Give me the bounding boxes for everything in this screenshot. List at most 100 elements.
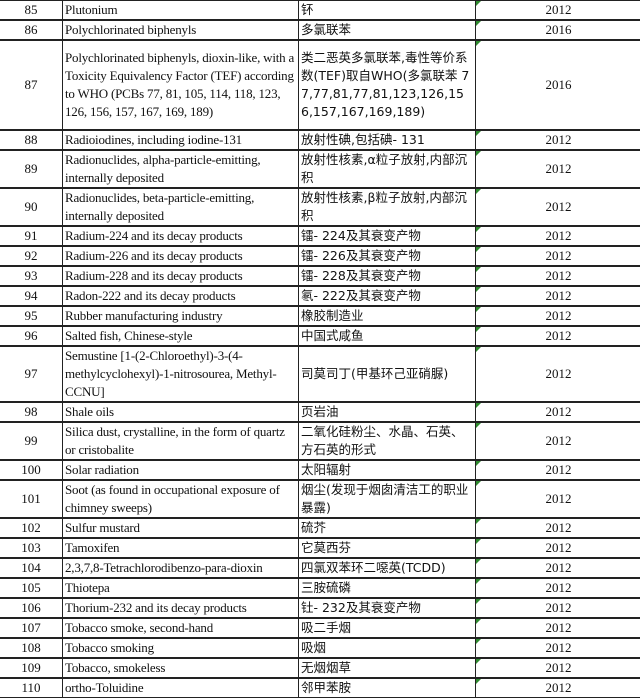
chinese-name-cell[interactable]: 吸二手烟 bbox=[299, 618, 476, 638]
english-name-cell[interactable]: Thorium-232 and its decay products bbox=[63, 598, 299, 618]
row-number-cell[interactable]: 96 bbox=[0, 326, 63, 346]
english-name-cell[interactable]: Radionuclides, beta-particle-emitting, i… bbox=[63, 188, 299, 226]
year-cell[interactable]: 2012 bbox=[476, 326, 640, 346]
chinese-name-cell[interactable]: 橡胶制造业 bbox=[299, 306, 476, 326]
chinese-name-cell[interactable]: 镭- 224及其衰变产物 bbox=[299, 226, 476, 246]
row-number-cell[interactable]: 85 bbox=[0, 0, 63, 20]
row-number-cell[interactable]: 95 bbox=[0, 306, 63, 326]
chinese-name-cell[interactable]: 烟尘(发现于烟囱清洁工的职业暴露) bbox=[299, 480, 476, 518]
chinese-name-cell[interactable]: 二氧化硅粉尘、水晶、石英、方石英的形式 bbox=[299, 422, 476, 460]
chinese-name-cell[interactable]: 中国式咸鱼 bbox=[299, 326, 476, 346]
year-cell[interactable]: 2016 bbox=[476, 20, 640, 40]
row-number-cell[interactable]: 110 bbox=[0, 678, 63, 698]
english-name-cell[interactable]: Thiotepa bbox=[63, 578, 299, 598]
chinese-name-cell[interactable]: 太阳辐射 bbox=[299, 460, 476, 480]
year-cell[interactable]: 2012 bbox=[476, 538, 640, 558]
year-cell[interactable]: 2012 bbox=[476, 246, 640, 266]
row-number-cell[interactable]: 104 bbox=[0, 558, 63, 578]
english-name-cell[interactable]: ortho-Toluidine bbox=[63, 678, 299, 698]
english-name-cell[interactable]: Shale oils bbox=[63, 402, 299, 422]
chinese-name-cell[interactable]: 三胺硫磷 bbox=[299, 578, 476, 598]
year-cell[interactable]: 2012 bbox=[476, 130, 640, 150]
english-name-cell[interactable]: Tobacco, smokeless bbox=[63, 658, 299, 678]
row-number-cell[interactable]: 109 bbox=[0, 658, 63, 678]
year-cell[interactable]: 2012 bbox=[476, 460, 640, 480]
english-name-cell[interactable]: Rubber manufacturing industry bbox=[63, 306, 299, 326]
row-number-cell[interactable]: 91 bbox=[0, 226, 63, 246]
row-number-cell[interactable]: 93 bbox=[0, 266, 63, 286]
english-name-cell[interactable]: Polychlorinated biphenyls, dioxin-like, … bbox=[63, 40, 299, 130]
english-name-cell[interactable]: Polychlorinated biphenyls bbox=[63, 20, 299, 40]
row-number-cell[interactable]: 90 bbox=[0, 188, 63, 226]
row-number-cell[interactable]: 98 bbox=[0, 402, 63, 422]
row-number-cell[interactable]: 106 bbox=[0, 598, 63, 618]
english-name-cell[interactable]: Sulfur mustard bbox=[63, 518, 299, 538]
year-cell[interactable]: 2012 bbox=[476, 658, 640, 678]
year-cell[interactable]: 2012 bbox=[476, 618, 640, 638]
row-number-cell[interactable]: 86 bbox=[0, 20, 63, 40]
english-name-cell[interactable]: Radionuclides, alpha-particle-emitting, … bbox=[63, 150, 299, 188]
year-cell[interactable]: 2012 bbox=[476, 422, 640, 460]
row-number-cell[interactable]: 101 bbox=[0, 480, 63, 518]
english-name-cell[interactable]: Radium-224 and its decay products bbox=[63, 226, 299, 246]
chinese-name-cell[interactable]: 氡- 222及其衰变产物 bbox=[299, 286, 476, 306]
chinese-name-cell[interactable]: 四氯双苯环二噁英(TCDD) bbox=[299, 558, 476, 578]
row-number-cell[interactable]: 87 bbox=[0, 40, 63, 130]
chinese-name-cell[interactable]: 硫芥 bbox=[299, 518, 476, 538]
chinese-name-cell[interactable]: 页岩油 bbox=[299, 402, 476, 422]
chinese-name-cell[interactable]: 吸烟 bbox=[299, 638, 476, 658]
row-number-cell[interactable]: 100 bbox=[0, 460, 63, 480]
chinese-name-cell[interactable]: 放射性核素,α粒子放射,内部沉积 bbox=[299, 150, 476, 188]
english-name-cell[interactable]: Silica dust, crystalline, in the form of… bbox=[63, 422, 299, 460]
year-cell[interactable]: 2012 bbox=[476, 402, 640, 422]
english-name-cell[interactable]: 2,3,7,8-Tetrachlorodibenzo-para-dioxin bbox=[63, 558, 299, 578]
english-name-cell[interactable]: Plutonium bbox=[63, 0, 299, 20]
row-number-cell[interactable]: 88 bbox=[0, 130, 63, 150]
year-cell[interactable]: 2012 bbox=[476, 346, 640, 402]
chinese-name-cell[interactable]: 放射性核素,β粒子放射,内部沉积 bbox=[299, 188, 476, 226]
year-cell[interactable]: 2012 bbox=[476, 480, 640, 518]
row-number-cell[interactable]: 103 bbox=[0, 538, 63, 558]
year-cell[interactable]: 2012 bbox=[476, 150, 640, 188]
row-number-cell[interactable]: 105 bbox=[0, 578, 63, 598]
english-name-cell[interactable]: Solar radiation bbox=[63, 460, 299, 480]
row-number-cell[interactable]: 97 bbox=[0, 346, 63, 402]
english-name-cell[interactable]: Radium-228 and its decay products bbox=[63, 266, 299, 286]
chinese-name-cell[interactable]: 无烟烟草 bbox=[299, 658, 476, 678]
english-name-cell[interactable]: Radium-226 and its decay products bbox=[63, 246, 299, 266]
row-number-cell[interactable]: 99 bbox=[0, 422, 63, 460]
english-name-cell[interactable]: Radioiodines, including iodine-131 bbox=[63, 130, 299, 150]
row-number-cell[interactable]: 108 bbox=[0, 638, 63, 658]
english-name-cell[interactable]: Tamoxifen bbox=[63, 538, 299, 558]
row-number-cell[interactable]: 92 bbox=[0, 246, 63, 266]
year-cell[interactable]: 2012 bbox=[476, 678, 640, 698]
year-cell[interactable]: 2012 bbox=[476, 188, 640, 226]
english-name-cell[interactable]: Semustine [1-(2-Chloroethyl)-3-(4-methyl… bbox=[63, 346, 299, 402]
year-cell[interactable]: 2012 bbox=[476, 578, 640, 598]
year-cell[interactable]: 2012 bbox=[476, 226, 640, 246]
year-cell[interactable]: 2012 bbox=[476, 598, 640, 618]
english-name-cell[interactable]: Tobacco smoke, second-hand bbox=[63, 618, 299, 638]
year-cell[interactable]: 2012 bbox=[476, 558, 640, 578]
row-number-cell[interactable]: 102 bbox=[0, 518, 63, 538]
year-cell[interactable]: 2012 bbox=[476, 518, 640, 538]
chinese-name-cell[interactable]: 钍- 232及其衰变产物 bbox=[299, 598, 476, 618]
chinese-name-cell[interactable]: 镭- 226及其衰变产物 bbox=[299, 246, 476, 266]
year-cell[interactable]: 2012 bbox=[476, 266, 640, 286]
chinese-name-cell[interactable]: 类二恶英多氯联苯,毒性等价系数(TEF)取自WHO(多氯联苯 77,77,81,… bbox=[299, 40, 476, 130]
chinese-name-cell[interactable]: 邻甲苯胺 bbox=[299, 678, 476, 698]
year-cell[interactable]: 2016 bbox=[476, 40, 640, 130]
english-name-cell[interactable]: Salted fish, Chinese-style bbox=[63, 326, 299, 346]
chinese-name-cell[interactable]: 它莫西芬 bbox=[299, 538, 476, 558]
row-number-cell[interactable]: 107 bbox=[0, 618, 63, 638]
chinese-name-cell[interactable]: 多氯联苯 bbox=[299, 20, 476, 40]
english-name-cell[interactable]: Soot (as found in occupational exposure … bbox=[63, 480, 299, 518]
chinese-name-cell[interactable]: 镭- 228及其衰变产物 bbox=[299, 266, 476, 286]
year-cell[interactable]: 2012 bbox=[476, 286, 640, 306]
year-cell[interactable]: 2012 bbox=[476, 638, 640, 658]
chinese-name-cell[interactable]: 司莫司丁(甲基环己亚硝脲) bbox=[299, 346, 476, 402]
english-name-cell[interactable]: Tobacco smoking bbox=[63, 638, 299, 658]
row-number-cell[interactable]: 89 bbox=[0, 150, 63, 188]
year-cell[interactable]: 2012 bbox=[476, 0, 640, 20]
row-number-cell[interactable]: 94 bbox=[0, 286, 63, 306]
